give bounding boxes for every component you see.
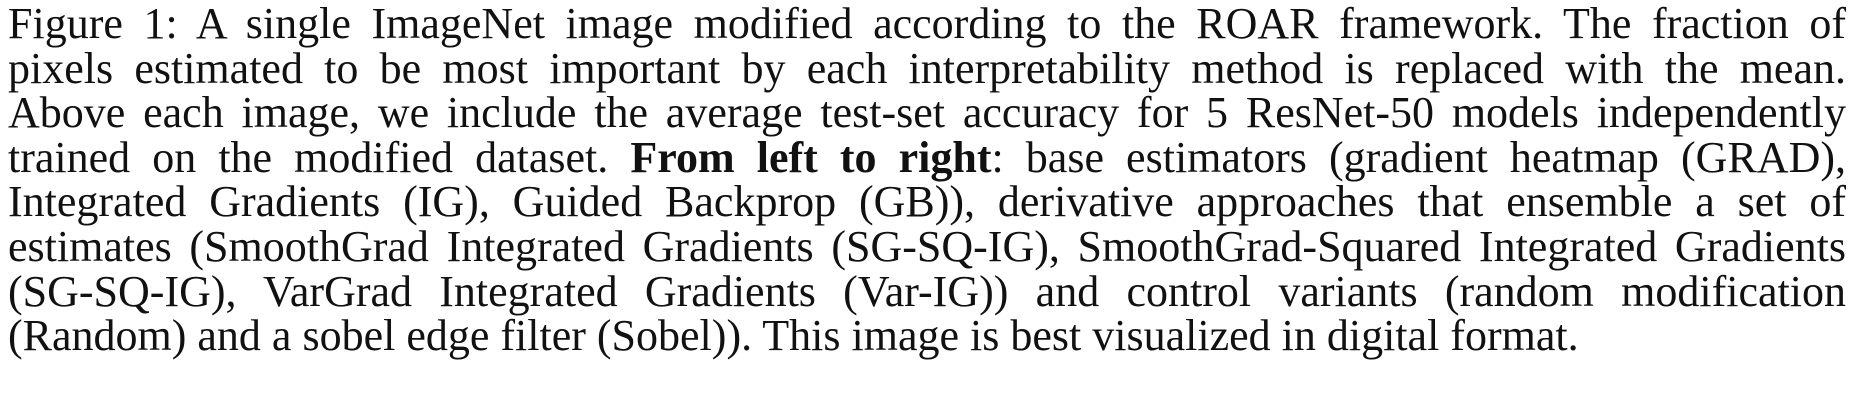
caption-text-trained: trained on the modified dataset. (8, 132, 609, 182)
caption-bold-direction: From left to right (630, 132, 992, 182)
caption-text-base-estimators: : base estimators (gradient heatmap (GRA… (991, 132, 1847, 182)
caption-line-3: Above each image, we include the average… (8, 88, 1846, 138)
figure-caption: Figure 1: A single ImageNet image modifi… (8, 0, 1847, 361)
caption-line-8: (Random) and a sobel edge filter (Sobel)… (8, 311, 1579, 361)
caption-line-7: (SG-SQ-IG), VarGrad Integrated Gradients… (8, 266, 1846, 316)
caption-line-4: trained on the modified dataset. From le… (8, 132, 1847, 182)
caption-line-5: Integrated Gradients (IG), Guided Backpr… (8, 177, 1846, 227)
caption-line-1: Figure 1: A single ImageNet image modifi… (8, 0, 1846, 48)
caption-line-2: pixels estimated to be most important by… (8, 43, 1846, 93)
caption-line-6: estimates (SmoothGrad Integrated Gradien… (8, 221, 1846, 271)
